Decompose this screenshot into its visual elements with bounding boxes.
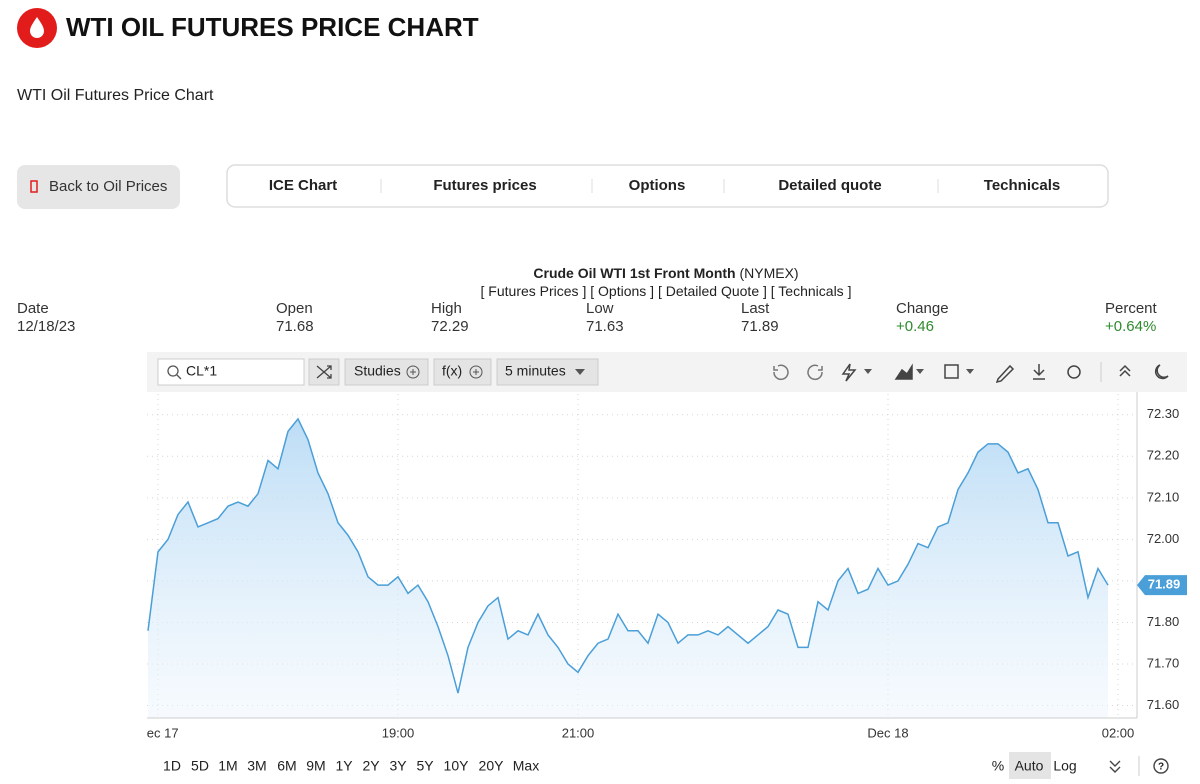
field-value: +0.64% [1105,318,1156,335]
y-tick-label: 72.00 [1147,531,1180,546]
scale-option[interactable]: Auto [1015,758,1044,774]
range-button[interactable]: 1Y [335,758,353,774]
tab[interactable]: ICE Chart [269,177,337,194]
y-tick-label: 71.60 [1147,697,1180,712]
field-value: 12/18/23 [17,318,75,335]
functions-label: f(x) [442,363,462,379]
field-value: 71.63 [586,318,624,335]
y-tick-label: 71.80 [1147,614,1180,629]
field-label: Open [276,300,313,317]
layout-icon[interactable] [944,364,959,379]
scale-option[interactable]: % [992,758,1004,774]
range-button[interactable]: 5Y [416,758,434,774]
line [147,417,1109,694]
help-mark: ? [1158,762,1164,773]
range-button[interactable]: 6M [277,758,296,774]
collapse-icon[interactable] [1119,364,1131,377]
plus-icon [473,369,479,375]
back-button[interactable] [17,165,180,209]
symbol: CL*1 [186,363,217,379]
redo-icon[interactable] [807,364,823,381]
theme-icon[interactable] [1154,364,1169,380]
range-button[interactable]: 9M [306,758,325,774]
range-button[interactable]: 20Y [479,758,505,774]
quote-link[interactable]: [ Technicals ] [771,283,852,299]
tab[interactable]: Detailed quote [778,177,881,194]
field-value: 72.29 [431,318,469,335]
expand-icon[interactable] [1109,760,1121,773]
x-tick-label: Dec 17 [137,725,178,740]
last-price-tag [1137,575,1187,596]
toolbar-icons [773,363,1169,384]
pencil-icon[interactable] [995,364,1015,384]
range-button[interactable]: Max [513,758,539,774]
y-tick-label: 71.70 [1147,655,1180,670]
back-icon [30,180,38,193]
field-label: Date [17,300,49,317]
help-icon[interactable] [1153,758,1169,774]
range-button[interactable]: 1D [163,758,181,774]
page-title: WTI OIL FUTURES PRICE CHART [66,12,479,42]
range-button[interactable]: 1M [218,758,237,774]
quote-links: [ Futures Prices ] [ Options ] [ Detaile… [481,283,852,299]
field-label: Last [741,300,770,317]
tab[interactable]: Futures prices [433,177,536,194]
search-icon [167,365,179,377]
quote-link[interactable]: [ Options ] [590,283,654,299]
quote-title: Crude Oil WTI 1st Front Month (NYMEX) [533,265,798,281]
drop-icon [30,17,44,38]
symbol-input[interactable] [157,358,305,386]
field-value: 71.68 [276,318,314,335]
chart-type-icon[interactable] [894,363,913,380]
studies-label: Studies [354,363,401,379]
download-icon[interactable] [1033,364,1045,380]
plus-icon [406,365,420,379]
range-button[interactable]: 10Y [444,758,470,774]
dropdown-icon [575,369,585,375]
range-button[interactable]: 5D [191,758,209,774]
field-label: High [431,300,462,317]
settings-icon[interactable] [1067,365,1081,379]
shuffle-icon [316,365,332,379]
x-tick-label: 19:00 [382,725,415,740]
field-label: Change [896,300,949,317]
quote-link[interactable]: [ Detailed Quote ] [658,283,767,299]
tab-bar [226,164,1109,208]
back-label[interactable]: Back to Oil Prices [49,178,167,195]
x-tick-label: 21:00 [562,725,595,740]
plus-icon [469,365,483,379]
plus-icon [410,369,416,375]
area [148,418,1108,718]
y-tick-label: 72.30 [1147,406,1180,421]
range-button[interactable]: 3M [247,758,266,774]
last-price-label: 71.89 [1148,577,1181,592]
auto-highlight [1009,752,1051,779]
x-tick-label: Dec 18 [867,725,908,740]
draw-icon[interactable] [841,363,857,382]
range-button[interactable]: 3Y [389,758,407,774]
field-label: Percent [1105,300,1158,317]
y-tick-label: 72.10 [1147,489,1180,504]
field-value: 71.89 [741,318,779,335]
field-value: +0.46 [896,318,934,335]
dropdown-icon [864,369,974,374]
tab[interactable]: Technicals [984,177,1060,194]
field-label: Low [586,300,614,317]
subtitle: WTI Oil Futures Price Chart [17,87,214,104]
range-button[interactable]: 2Y [362,758,380,774]
x-tick-label: 02:00 [1102,725,1135,740]
quote-exchange: (NYMEX) [739,265,798,281]
search-icon [176,374,182,380]
undo-icon[interactable] [773,364,789,381]
scale-option[interactable]: Log [1053,758,1076,774]
quote-link[interactable]: [ Futures Prices ] [481,283,587,299]
y-tick-label: 72.20 [1147,448,1180,463]
interval-label: 5 minutes [505,363,566,379]
quote-name: Crude Oil WTI 1st Front Month [533,265,735,281]
tab[interactable]: Options [629,177,686,194]
